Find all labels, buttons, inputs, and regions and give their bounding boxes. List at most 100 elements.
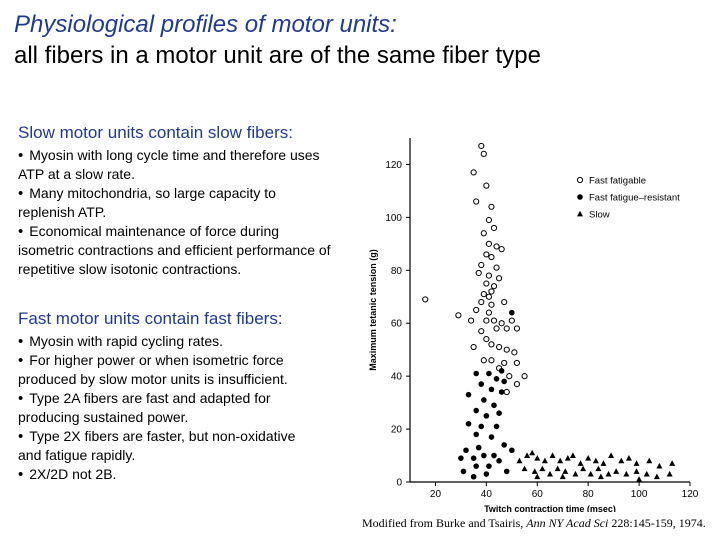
- bullet-dot-icon: •: [18, 428, 24, 445]
- legend-label: Slow: [589, 210, 610, 221]
- slow-point: [587, 470, 594, 477]
- fast-fatigue-resistant-point: [488, 386, 495, 393]
- slow-point: [608, 452, 615, 458]
- bullet-text-continued: produced by slow motor units is insuffic…: [18, 371, 288, 387]
- fast-fatigue-resistant-point: [509, 447, 515, 454]
- legend-marker: [577, 210, 583, 217]
- bullet-text: Myosin with long cycle time and therefor…: [29, 147, 320, 163]
- fast-fatigable-point: [503, 325, 510, 332]
- x-tick-label: 20: [430, 489, 442, 500]
- bullet-dot-icon: •: [18, 466, 24, 483]
- bullet-text: 2X/2D not 2B.: [29, 466, 117, 482]
- fast-fatigable-point: [488, 203, 495, 210]
- bullet-item: • For higher power or when isometric forc…: [18, 351, 368, 389]
- title-line-2: all fibers in a motor unit are of the sa…: [14, 42, 541, 69]
- slow-section-heading: Slow motor units contain slow fibers:: [18, 123, 293, 142]
- bullet-text: Myosin with rapid cycling rates.: [29, 333, 224, 349]
- motor-unit-scatter-chart: 0 20 40 60 80 100 120 20 40 60 80 100 120 Twitch cont…: [368, 138, 699, 512]
- fast-fatigable-point: [493, 325, 500, 332]
- slow-point: [592, 457, 599, 464]
- fast-fatigable-point: [485, 293, 493, 300]
- bullet-dot-icon: •: [18, 223, 24, 240]
- fast-fatigue-resistant-point: [496, 458, 502, 464]
- slow-point: [534, 454, 541, 461]
- y-tick-label: 100: [385, 213, 402, 224]
- slow-point: [549, 452, 556, 458]
- x-tick-label: 40: [481, 489, 493, 500]
- fast-fatigable-point: [483, 336, 490, 343]
- fast-fatigable-point: [478, 142, 485, 150]
- fast-fatigable-point: [485, 272, 493, 279]
- slow-point: [524, 452, 531, 458]
- slow-point: [623, 470, 630, 477]
- fast-fatigable-point: [483, 182, 490, 189]
- legend-marker: [576, 176, 584, 184]
- bullet-text-continued: replenish ATP.: [18, 204, 107, 220]
- fast-fatigable-point: [483, 317, 490, 324]
- y-tick-label: 60: [391, 319, 403, 330]
- fast-fatigue-resistant-point: [509, 309, 515, 316]
- slow-point: [577, 460, 584, 466]
- bullet-text-continued: producing sustained power.: [18, 409, 189, 425]
- fast-fatigable-point: [513, 380, 521, 388]
- fast-fatigable-point: [480, 150, 487, 157]
- x-tick-label: 100: [631, 489, 648, 500]
- slow-point: [597, 473, 604, 480]
- fast-fatigable-point: [498, 246, 505, 253]
- x-tick-label: 120: [682, 489, 699, 500]
- fast-fatigue-resistant-point: [463, 447, 469, 454]
- slow-point: [557, 457, 564, 464]
- slow-point: [521, 465, 528, 472]
- bullet-item: • Economical maintenance of force during i…: [18, 222, 368, 279]
- fast-fatigue-resistant-point: [473, 431, 479, 438]
- fast-fatigue-resistant-point: [503, 468, 510, 475]
- y-tick-label: 80: [391, 266, 403, 277]
- slow-point: [562, 468, 569, 474]
- fast-fatigable-point: [455, 312, 462, 319]
- bullet-dot-icon: •: [18, 147, 24, 164]
- fast-fatigable-point: [470, 169, 477, 176]
- fast-fatigable-point: [467, 317, 475, 324]
- fast-fatigable-point: [506, 373, 513, 380]
- fast-fatigue-resistant-point: [478, 381, 485, 387]
- slow-point: [595, 465, 602, 472]
- slow-point: [666, 470, 673, 477]
- slow-motor-units-section: Slow motor units contain slow fibers: • M…: [18, 122, 368, 279]
- fast-fatigable-point: [480, 357, 487, 364]
- fast-fatigue-resistant-point: [473, 370, 479, 377]
- fast-fatigable-point: [473, 306, 480, 314]
- fast-fatigue-resistant-point: [483, 471, 490, 477]
- bullet-item: • Type 2X fibers are faster, but non-oxid…: [18, 427, 368, 465]
- fast-fatigue-resistant-point: [483, 413, 490, 419]
- y-tick-label: 0: [396, 478, 402, 489]
- bullet-text-continued: ATP at a slow rate.: [18, 166, 135, 182]
- fast-fatigable-point: [490, 317, 498, 324]
- y-axis-label: Maximum tetanic tension (g): [368, 249, 378, 371]
- fast-fatigable-point: [480, 230, 487, 237]
- y-tick-label: 40: [391, 372, 403, 383]
- slow-point: [618, 457, 625, 464]
- fast-fatigue-resistant-point: [493, 376, 500, 382]
- slow-point: [580, 465, 587, 472]
- fast-fatigable-point: [483, 280, 490, 287]
- slow-point: [559, 473, 566, 480]
- fast-fatigable-point: [513, 359, 521, 367]
- fast-motor-units-section: Fast motor units contain fast fibers: • M…: [18, 308, 368, 484]
- citation-journal: Ann NY Acad Sci: [526, 516, 609, 530]
- fast-fatigable-point: [493, 264, 500, 271]
- bullet-dot-icon: •: [18, 333, 24, 350]
- fast-fatigable-point: [493, 243, 500, 250]
- fast-fatigable-point: [485, 216, 493, 224]
- slow-point: [656, 462, 663, 469]
- bullet-text: For higher power or when isometric force: [29, 352, 284, 368]
- title-line-1: Physiological profiles of motor units:: [14, 11, 397, 38]
- fast-fatigue-resistant-point: [501, 378, 507, 385]
- bullet-dot-icon: •: [18, 352, 24, 369]
- fast-fatigable-point: [490, 224, 498, 232]
- slow-point: [613, 468, 620, 474]
- slow-point: [554, 465, 561, 472]
- fast-fatigable-point: [485, 240, 493, 247]
- slow-point: [646, 457, 653, 464]
- slow-point: [547, 470, 553, 477]
- slow-point: [541, 457, 548, 464]
